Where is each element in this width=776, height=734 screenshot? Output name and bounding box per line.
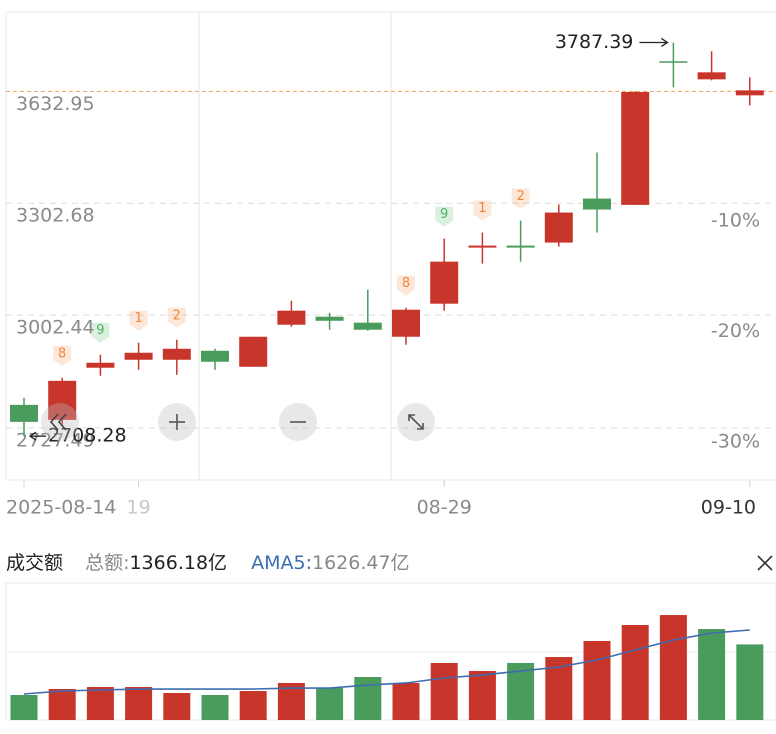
- candle-body: [735, 90, 764, 96]
- y2-tick-label: -30%: [711, 431, 760, 453]
- candle-body: [86, 362, 115, 368]
- candle-body: [430, 261, 459, 304]
- candle-body: [10, 404, 38, 422]
- signal-label: 9: [440, 207, 448, 222]
- signal-badge: [511, 188, 530, 209]
- volume-header: 成交额 总额:1366.18亿 AMA5:1626.47亿: [6, 552, 410, 574]
- volume-bar: [86, 687, 114, 720]
- signal-label: 9: [96, 323, 104, 338]
- signal-label: 1: [134, 311, 142, 326]
- volume-bar: [239, 691, 267, 720]
- signal-label: 8: [58, 346, 66, 361]
- candle-body: [468, 245, 497, 248]
- volume-bar: [163, 692, 191, 720]
- volume-bar: [201, 694, 229, 720]
- volume-bar: [583, 640, 611, 720]
- min-label: 2708.28: [48, 425, 127, 447]
- y2-tick-label: -20%: [711, 320, 760, 342]
- x-tick-label: 08-29: [417, 497, 472, 519]
- candle-body: [277, 310, 306, 325]
- y-tick-label: 3632.95: [16, 93, 95, 115]
- candle-body: [506, 245, 535, 248]
- signal-badge: [91, 322, 110, 343]
- candle-body: [621, 91, 650, 205]
- y-tick-label: 3302.68: [16, 205, 95, 227]
- candle-body: [201, 350, 229, 362]
- x-tick-label: 2025-08-14: [6, 497, 116, 519]
- volume-bar: [316, 688, 344, 720]
- max-arrow-head: [661, 37, 669, 48]
- signal-badge: [473, 200, 492, 221]
- x-tick-label: 09-10: [701, 497, 756, 519]
- signal-badge: [53, 345, 72, 366]
- signal-badge: [129, 310, 148, 331]
- candle-body: [239, 336, 268, 367]
- candle-body: [48, 380, 77, 420]
- volume-bar: [468, 671, 496, 720]
- volume-title: 成交额: [6, 552, 63, 574]
- candle-body: [353, 322, 382, 330]
- volume-bar: [392, 682, 420, 720]
- volume-bar: [621, 624, 649, 720]
- candle-body: [544, 212, 573, 243]
- volume-bar: [125, 687, 153, 720]
- signal-badge: [397, 275, 415, 296]
- plot-layer: 3632.95 3302.68 3002.44 2727.49 -10% -20% -30%…: [6, 31, 776, 720]
- volume-bar: [430, 663, 458, 720]
- candle-body: [315, 316, 344, 321]
- signal-label: 2: [173, 308, 181, 323]
- scroll-left-button[interactable]: [41, 403, 79, 441]
- signal-badge: [435, 206, 454, 227]
- min-arrow-head: [28, 431, 37, 441]
- volume-bar: [736, 644, 764, 720]
- candle-body: [124, 352, 153, 360]
- volume-bar: [354, 677, 382, 720]
- close-button[interactable]: [757, 555, 773, 571]
- signal-label: 2: [516, 189, 524, 204]
- y2-tick-label: -10%: [711, 209, 760, 231]
- total-name: 总额:: [85, 552, 129, 574]
- y-tick-label: 3002.44: [16, 317, 95, 339]
- y-tick-label: 2727.49: [16, 429, 95, 451]
- max-label: 3787.39: [555, 31, 634, 53]
- zoom-in-button[interactable]: [158, 403, 196, 441]
- total-value: 1366.18亿: [129, 552, 227, 574]
- legend-name: AMA5:: [251, 552, 312, 574]
- volume-bar: [48, 689, 76, 720]
- volume-bar: [698, 629, 726, 720]
- candle-body: [392, 309, 420, 337]
- fullscreen-button[interactable]: [397, 403, 435, 441]
- volume-bar: [10, 694, 38, 720]
- x-tick-label: 19: [127, 497, 151, 519]
- signal-label: 1: [478, 201, 486, 216]
- candle-body: [583, 198, 611, 210]
- candle-body: [697, 72, 726, 80]
- candle-body: [162, 348, 191, 360]
- volume-bar: [659, 615, 687, 720]
- zoom-out-button[interactable]: [279, 403, 317, 441]
- legend-value: 1626.47亿: [312, 552, 410, 574]
- candle-body: [659, 61, 688, 63]
- ama-line: [23, 629, 750, 695]
- signal-label: 8: [402, 276, 410, 291]
- signal-badge: [167, 307, 186, 328]
- volume-bar: [277, 682, 305, 720]
